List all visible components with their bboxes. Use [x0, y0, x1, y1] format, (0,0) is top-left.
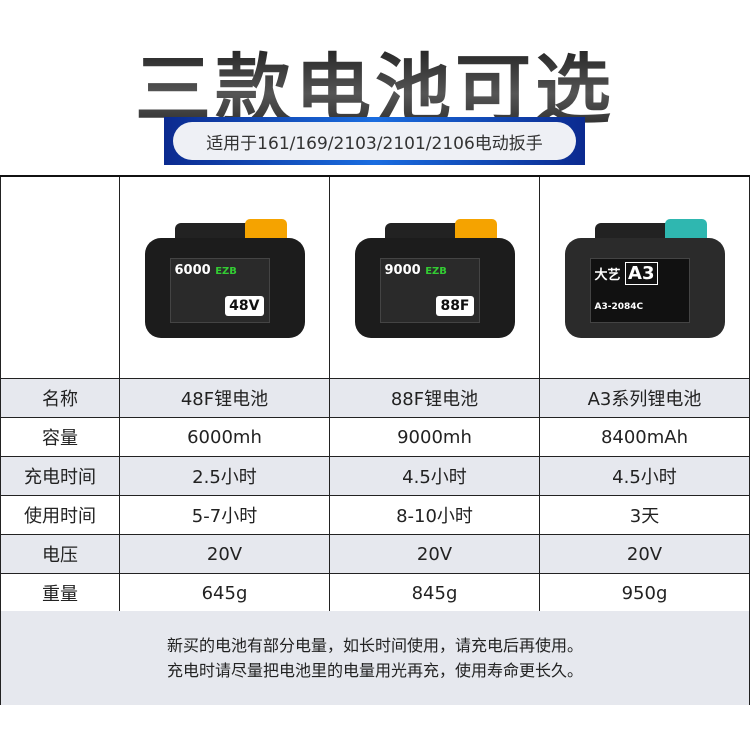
product-image-48f: 6000 EZB 48V — [120, 177, 330, 378]
row-value: A3系列锂电池 — [540, 379, 750, 417]
table-row: 重量 645g 845g 950g — [0, 574, 750, 613]
product-image-88f: 9000 EZB 88F — [330, 177, 540, 378]
table-row: 充电时间 2.5小时 4.5小时 4.5小时 — [0, 457, 750, 496]
battery-image: 大艺 A3 A3-2084C — [555, 213, 735, 343]
row-label: 重量 — [0, 574, 120, 612]
product-image-a3: 大艺 A3 A3-2084C — [540, 177, 750, 378]
row-value: 2.5小时 — [120, 457, 330, 495]
table-row: 容量 6000mh 9000mh 8400mAh — [0, 418, 750, 457]
note-line: 充电时请尽量把电池里的电量用光再充，使用寿命更长久。 — [166, 661, 583, 680]
usage-note: 新买的电池有部分电量，如长时间使用，请充电后再使用。 充电时请尽量把电池里的电量… — [0, 611, 750, 705]
row-value: 8-10小时 — [330, 496, 540, 534]
table-row: 使用时间 5-7小时 8-10小时 3天 — [0, 496, 750, 535]
comparison-table: 6000 EZB 48V 9000 EZB 88F 大艺 A3 A3-2084C 名称… — [0, 175, 750, 613]
compatibility-banner: 适用于161/169/2103/2101/2106电动扳手 — [164, 117, 585, 165]
product-image-row: 6000 EZB 48V 9000 EZB 88F 大艺 A3 A3-2084C — [0, 177, 750, 379]
row-value: 20V — [120, 535, 330, 573]
row-value: 845g — [330, 574, 540, 612]
row-value: 20V — [330, 535, 540, 573]
row-value: 3天 — [540, 496, 750, 534]
table-row: 电压 20V 20V 20V — [0, 535, 750, 574]
row-value: 4.5小时 — [540, 457, 750, 495]
row-value: 4.5小时 — [330, 457, 540, 495]
row-label: 电压 — [0, 535, 120, 573]
row-value: 5-7小时 — [120, 496, 330, 534]
row-value: 950g — [540, 574, 750, 612]
battery-image: 9000 EZB 88F — [345, 213, 525, 343]
battery-image: 6000 EZB 48V — [135, 213, 315, 343]
row-label: 名称 — [0, 379, 120, 417]
battery-badge: 48V — [225, 295, 264, 316]
compatibility-text: 适用于161/169/2103/2101/2106电动扳手 — [173, 122, 576, 160]
battery-model-text: 大艺 — [594, 267, 621, 283]
row-label: 使用时间 — [0, 496, 120, 534]
row-value: 8400mAh — [540, 418, 750, 456]
row-value: 6000mh — [120, 418, 330, 456]
table-row: 名称 48F锂电池 88F锂电池 A3系列锂电池 — [0, 379, 750, 418]
row-label: 容量 — [0, 418, 120, 456]
row-value: 9000mh — [330, 418, 540, 456]
battery-badge: 88F — [436, 295, 474, 316]
battery-model-text: 6000 — [174, 262, 211, 278]
battery-brand: A3-2084C — [594, 301, 644, 312]
row-value: 645g — [120, 574, 330, 612]
battery-brand: EZB — [425, 265, 447, 277]
empty-header-cell — [0, 177, 120, 378]
row-value: 48F锂电池 — [120, 379, 330, 417]
battery-badge: A3 — [625, 261, 658, 285]
row-value: 20V — [540, 535, 750, 573]
battery-model-text: 9000 — [384, 262, 421, 278]
row-label: 充电时间 — [0, 457, 120, 495]
note-line: 新买的电池有部分电量，如长时间使用，请充电后再使用。 — [166, 636, 583, 655]
row-value: 88F锂电池 — [330, 379, 540, 417]
battery-brand: EZB — [215, 265, 237, 277]
